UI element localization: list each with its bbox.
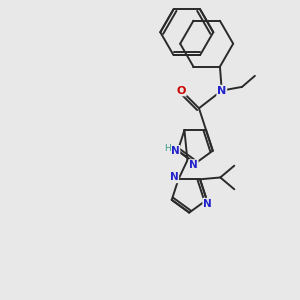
Text: H: H xyxy=(164,144,171,153)
Text: O: O xyxy=(177,85,186,96)
Text: N: N xyxy=(217,85,226,96)
Text: N: N xyxy=(169,172,178,182)
Text: N: N xyxy=(189,160,198,170)
Text: N: N xyxy=(171,146,180,156)
Text: N: N xyxy=(203,199,212,208)
